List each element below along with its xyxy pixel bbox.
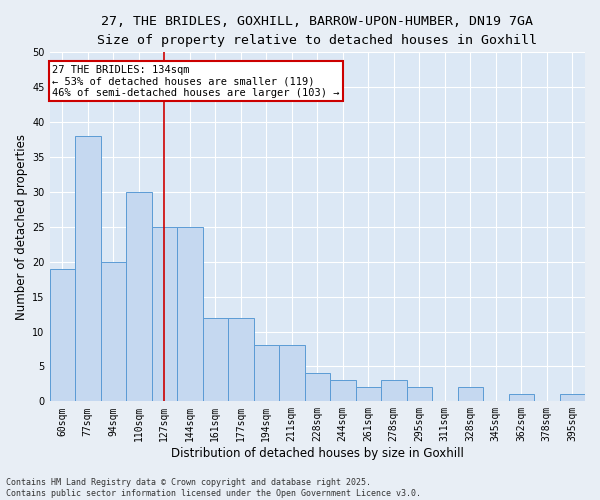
Bar <box>509 394 534 402</box>
X-axis label: Distribution of detached houses by size in Goxhill: Distribution of detached houses by size … <box>171 447 464 460</box>
Bar <box>458 388 483 402</box>
Bar <box>407 388 432 402</box>
Bar <box>50 268 75 402</box>
Bar <box>381 380 407 402</box>
Bar <box>356 388 381 402</box>
Bar <box>228 318 254 402</box>
Title: 27, THE BRIDLES, GOXHILL, BARROW-UPON-HUMBER, DN19 7GA
Size of property relative: 27, THE BRIDLES, GOXHILL, BARROW-UPON-HU… <box>97 15 537 47</box>
Text: 27 THE BRIDLES: 134sqm
← 53% of detached houses are smaller (119)
46% of semi-de: 27 THE BRIDLES: 134sqm ← 53% of detached… <box>52 64 340 98</box>
Y-axis label: Number of detached properties: Number of detached properties <box>15 134 28 320</box>
Bar <box>203 318 228 402</box>
Bar <box>330 380 356 402</box>
Bar <box>177 227 203 402</box>
Bar <box>279 346 305 402</box>
Bar <box>126 192 152 402</box>
Bar <box>75 136 101 402</box>
Bar <box>101 262 126 402</box>
Text: Contains HM Land Registry data © Crown copyright and database right 2025.
Contai: Contains HM Land Registry data © Crown c… <box>6 478 421 498</box>
Bar <box>560 394 585 402</box>
Bar <box>152 227 177 402</box>
Bar <box>305 374 330 402</box>
Bar <box>254 346 279 402</box>
